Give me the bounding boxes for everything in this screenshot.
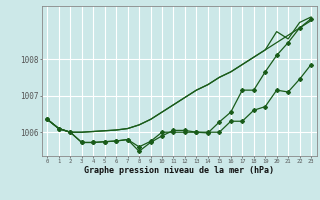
- X-axis label: Graphe pression niveau de la mer (hPa): Graphe pression niveau de la mer (hPa): [84, 166, 274, 175]
